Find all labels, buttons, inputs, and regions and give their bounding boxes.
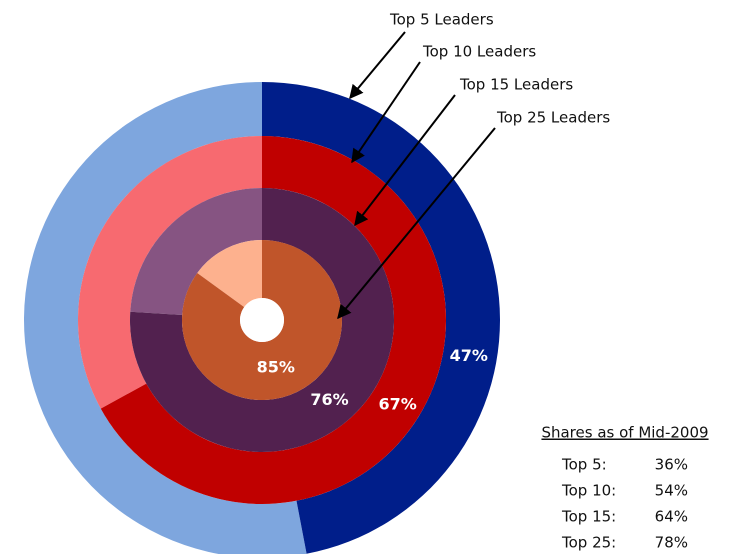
shares-table: Shares as of Mid-2009 Top 5: 36% Top 10: 54%… [541,424,708,552]
center-hole [240,298,284,342]
row-value: 36% [655,456,688,474]
ring-remainder [24,82,307,554]
ring-share [182,240,343,400]
row-value: 78% [655,534,688,552]
row-label: Top 25: [561,534,616,552]
rings: 47% 67% 76% 85% [24,82,501,554]
ring-remainder [130,188,262,315]
callout-label: Top 5 Leaders [389,11,494,29]
callout-arrow [337,127,496,320]
value-label: 47% [450,346,488,365]
ring-share [262,82,501,554]
callout-arrow [349,31,406,100]
row-label: Top 10: [561,482,616,500]
row-label: Top 15: [561,508,616,526]
ring-share [100,136,447,505]
callouts: Top 5 Leaders Top 10 Leaders Top 15 Leader… [337,11,610,320]
table-title: Shares as of Mid-2009 [541,424,708,442]
ring-share [129,188,394,452]
value-label: 67% [379,394,417,413]
row-value: 54% [655,482,688,500]
callout-arrow [351,61,421,164]
callout-label: Top 25 Leaders [496,109,610,127]
callout-label: Top 10 Leaders [422,43,536,61]
value-label: 76% [310,390,348,409]
row-label: Top 5: [561,456,607,474]
ring-remainder [197,240,262,308]
callout-arrow [354,94,456,227]
value-label: 85% [257,358,295,377]
callout-label: Top 15 Leaders [459,76,573,94]
ring-remainder [78,136,263,409]
row-value: 64% [655,508,688,526]
